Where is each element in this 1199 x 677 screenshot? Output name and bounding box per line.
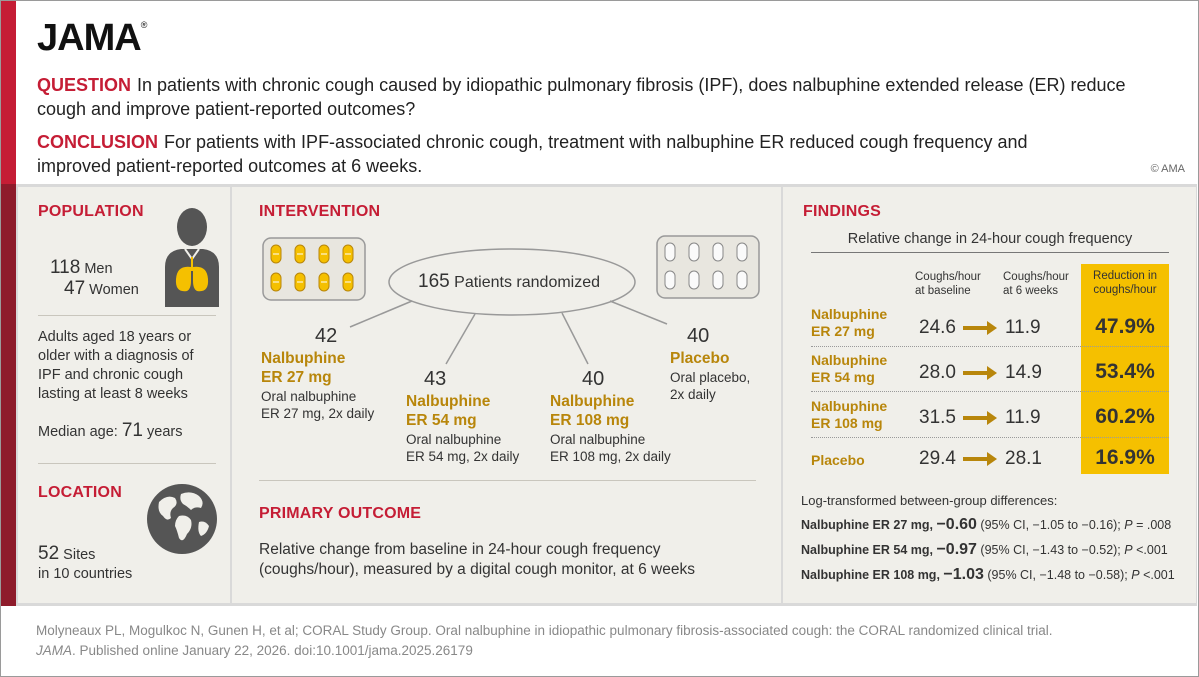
arm-description: Oral placebo, 2x daily <box>670 370 751 402</box>
population-title: POPULATION <box>38 203 144 220</box>
question-text: In patients with chronic cough caused by… <box>37 75 1126 119</box>
median-age: Median age: 71 years <box>38 420 183 441</box>
reduction-value: 53.4% <box>1095 360 1155 383</box>
reduction-value: 16.9% <box>1095 446 1155 469</box>
randomization-diagram <box>349 248 668 365</box>
week6-value: 14.9 <box>1005 362 1042 383</box>
question: QUESTION In patients with chronic cough c… <box>37 73 1167 121</box>
reduction-value: 60.2% <box>1095 405 1155 428</box>
citation: Molyneaux PL, Mogulkoc N, Gunen H, et al… <box>36 621 1176 661</box>
week6-value: 11.9 <box>1005 407 1041 428</box>
women-stat: 47 Women <box>64 278 139 299</box>
row-label: Nalbuphine ER 27 mg <box>811 306 888 339</box>
log-row: Nalbuphine ER 27 mg, −0.60 (95% CI, −1.0… <box>801 516 1172 533</box>
week6-value: 28.1 <box>1005 448 1042 469</box>
population-panel: POPULATION 118 Men 47 Women Adults aged … <box>18 187 230 603</box>
randomized-count: 165 Patients randomized <box>418 271 601 292</box>
row-label: Placebo <box>811 452 865 468</box>
arrow-right-icon <box>963 321 997 335</box>
copyright: © AMA <box>1150 163 1185 175</box>
intervention-panel: INTERVENTION <box>232 187 781 603</box>
pill-blister-icon <box>656 235 760 299</box>
question-label: QUESTION <box>37 75 132 95</box>
arm-name: Placebo <box>670 350 730 367</box>
header: JAMA® QUESTION In patients with chronic c… <box>1 1 1197 184</box>
findings-title: FINDINGS <box>803 203 882 220</box>
arrow-right-icon <box>963 366 997 380</box>
arm-n: 40 <box>687 325 710 347</box>
log-row: Nalbuphine ER 54 mg, −0.97 (95% CI, −1.4… <box>801 541 1168 558</box>
conclusion-text: For patients with IPF-associated chronic… <box>37 132 1028 176</box>
arrow-right-icon <box>963 411 997 425</box>
countries-text: in 10 countries <box>38 566 133 582</box>
reduction-value: 47.9% <box>1095 315 1155 338</box>
reduction-highlight-column <box>1081 264 1169 474</box>
arm-name: Nalbuphine ER 108 mg <box>550 393 635 429</box>
log-title: Log-transformed between-group difference… <box>801 493 1058 508</box>
baseline-value: 24.6 <box>919 317 956 338</box>
arm-name: Nalbuphine ER 54 mg <box>406 393 491 429</box>
pill-blister-icon <box>262 237 366 301</box>
col-header-reduction: Reduction in coughs/hour <box>1093 270 1157 296</box>
globe-icon <box>147 484 217 554</box>
conclusion-label: CONCLUSION <box>37 132 158 152</box>
location-title: LOCATION <box>38 484 122 501</box>
intervention-title: INTERVENTION <box>259 203 381 220</box>
col-header-6weeks: Coughs/hour at 6 weeks <box>1003 271 1069 297</box>
row-label: Nalbuphine ER 54 mg <box>811 352 888 385</box>
arrow-right-icon <box>963 452 997 466</box>
conclusion: CONCLUSION For patients with IPF-associat… <box>37 130 1037 178</box>
divider <box>38 315 216 316</box>
body-accent-bar <box>1 184 16 606</box>
body-area: POPULATION 118 Men 47 Women Adults aged … <box>1 184 1197 606</box>
col-header-baseline: Coughs/hour at baseline <box>915 271 981 297</box>
primary-outcome-title: PRIMARY OUTCOME <box>259 505 422 522</box>
arm-n: 43 <box>424 368 447 390</box>
header-accent-bar <box>1 1 16 184</box>
arm-description: Oral nalbuphine ER 108 mg, 2x daily <box>550 432 671 464</box>
jama-logo: JAMA® <box>37 17 147 59</box>
arm-n: 40 <box>582 368 605 390</box>
arm-description: Oral nalbuphine ER 27 mg, 2x daily <box>261 389 375 421</box>
week6-value: 11.9 <box>1005 317 1041 338</box>
baseline-value: 29.4 <box>919 448 956 469</box>
row-divider <box>811 346 1169 347</box>
arm-description: Oral nalbuphine ER 54 mg, 2x daily <box>406 432 520 464</box>
divider <box>259 480 756 481</box>
citation-line2: JAMA. Published online January 22, 2026.… <box>36 643 473 658</box>
baseline-value: 28.0 <box>919 362 956 383</box>
findings-panel: FINDINGS Relative change in 24-hour coug… <box>783 187 1196 603</box>
log-row: Nalbuphine ER 108 mg, −1.03 (95% CI, −1.… <box>801 566 1175 583</box>
sites-stat: 52 Sites <box>38 543 96 564</box>
divider <box>811 252 1169 253</box>
row-label: Nalbuphine ER 108 mg <box>811 398 888 431</box>
findings-subtitle: Relative change in 24-hour cough frequen… <box>847 231 1133 247</box>
citation-line1: Molyneaux PL, Mogulkoc N, Gunen H, et al… <box>36 623 1053 638</box>
baseline-value: 31.5 <box>919 407 956 428</box>
arm-name: Nalbuphine ER 27 mg <box>261 350 346 386</box>
population-description: Adults aged 18 years or older with a dia… <box>38 329 194 402</box>
row-divider <box>811 391 1169 392</box>
divider <box>38 463 216 464</box>
primary-outcome-text: Relative change from baseline in 24-hour… <box>259 541 695 578</box>
row-divider <box>811 437 1169 438</box>
arm-n: 42 <box>315 325 338 347</box>
person-lungs-icon <box>165 208 219 307</box>
men-stat: 118 Men <box>50 257 113 278</box>
